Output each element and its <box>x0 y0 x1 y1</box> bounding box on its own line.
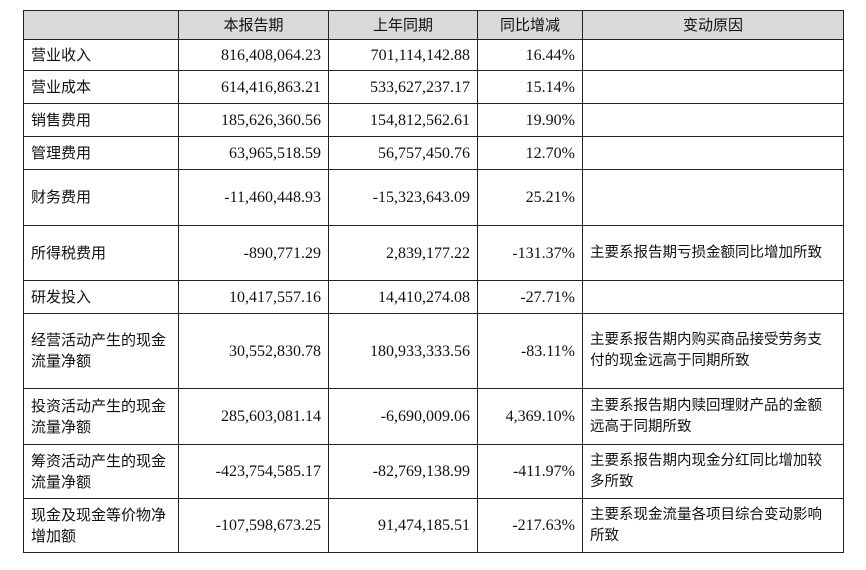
row-current: 10,417,557.16 <box>178 280 329 314</box>
row-current: 30,552,830.78 <box>178 313 329 389</box>
row-reason: 主要系报告期亏损金额同比增加所致 <box>582 225 844 281</box>
row-reason: 主要系报告期内购买商品接受劳务支付的现金远高于同期所致 <box>582 313 844 389</box>
row-reason <box>582 169 844 226</box>
row-name: 现金及现金等价物净增加额 <box>23 498 179 553</box>
row-reason: 主要系报告期内赎回理财产品的金额远高于同期所致 <box>582 388 844 445</box>
row-reason <box>582 103 844 137</box>
row-name: 经营活动产生的现金流量净额 <box>23 313 179 389</box>
table-row: 现金及现金等价物净增加额 -107,598,673.25 91,474,185.… <box>23 498 844 553</box>
row-name: 筹资活动产生的现金流量净额 <box>23 444 179 499</box>
row-previous: 180,933,333.56 <box>328 313 478 389</box>
row-previous: 154,812,562.61 <box>328 103 478 137</box>
row-current: -423,754,585.17 <box>178 444 329 499</box>
row-reason: 主要系现金流量各项目综合变动影响所致 <box>582 498 844 553</box>
table-row: 投资活动产生的现金流量净额 285,603,081.14 -6,690,009.… <box>23 388 844 445</box>
table-row: 管理费用 63,965,518.59 56,757,450.76 12.70% <box>23 136 844 170</box>
row-name: 投资活动产生的现金流量净额 <box>23 388 179 445</box>
row-previous: -6,690,009.06 <box>328 388 478 445</box>
financial-comparison-table: 本报告期 上年同期 同比增减 变动原因 营业收入 816,408,064.23 … <box>23 10 844 553</box>
row-change: 19.90% <box>477 103 583 137</box>
table-row: 财务费用 -11,460,448.93 -15,323,643.09 25.21… <box>23 169 844 226</box>
row-change: -217.63% <box>477 498 583 553</box>
header-change-reason: 变动原因 <box>582 10 844 40</box>
row-current: -890,771.29 <box>178 225 329 281</box>
row-name: 营业收入 <box>23 39 179 71</box>
header-yoy-change: 同比增减 <box>477 10 583 40</box>
row-change: 25.21% <box>477 169 583 226</box>
table-row: 销售费用 185,626,360.56 154,812,562.61 19.90… <box>23 103 844 137</box>
row-change: -411.97% <box>477 444 583 499</box>
row-previous: 2,839,177.22 <box>328 225 478 281</box>
row-change: -131.37% <box>477 225 583 281</box>
table-header-row: 本报告期 上年同期 同比增减 变动原因 <box>23 10 844 40</box>
row-previous: -82,769,138.99 <box>328 444 478 499</box>
row-current: 816,408,064.23 <box>178 39 329 71</box>
row-name: 财务费用 <box>23 169 179 226</box>
row-previous: 701,114,142.88 <box>328 39 478 71</box>
row-previous: 56,757,450.76 <box>328 136 478 170</box>
row-change: -27.71% <box>477 280 583 314</box>
row-name: 营业成本 <box>23 70 179 104</box>
row-reason <box>582 280 844 314</box>
row-current: 285,603,081.14 <box>178 388 329 445</box>
header-item <box>23 10 179 40</box>
header-previous-period: 上年同期 <box>328 10 478 40</box>
row-change: 12.70% <box>477 136 583 170</box>
row-name: 研发投入 <box>23 280 179 314</box>
row-previous: -15,323,643.09 <box>328 169 478 226</box>
row-previous: 91,474,185.51 <box>328 498 478 553</box>
row-previous: 533,627,237.17 <box>328 70 478 104</box>
row-name: 所得税费用 <box>23 225 179 281</box>
row-name: 销售费用 <box>23 103 179 137</box>
financial-table-container: 本报告期 上年同期 同比增减 变动原因 营业收入 816,408,064.23 … <box>23 10 844 553</box>
row-change: -83.11% <box>477 313 583 389</box>
header-current-period: 本报告期 <box>178 10 329 40</box>
row-reason: 主要系报告期内现金分红同比增加较多所致 <box>582 444 844 499</box>
table-row: 所得税费用 -890,771.29 2,839,177.22 -131.37% … <box>23 225 844 281</box>
row-current: 185,626,360.56 <box>178 103 329 137</box>
row-previous: 14,410,274.08 <box>328 280 478 314</box>
row-current: 63,965,518.59 <box>178 136 329 170</box>
table-row: 研发投入 10,417,557.16 14,410,274.08 -27.71% <box>23 280 844 314</box>
row-current: 614,416,863.21 <box>178 70 329 104</box>
row-current: -11,460,448.93 <box>178 169 329 226</box>
table-row: 营业收入 816,408,064.23 701,114,142.88 16.44… <box>23 39 844 71</box>
row-reason <box>582 70 844 104</box>
table-row: 营业成本 614,416,863.21 533,627,237.17 15.14… <box>23 70 844 104</box>
row-change: 15.14% <box>477 70 583 104</box>
row-change: 4,369.10% <box>477 388 583 445</box>
row-change: 16.44% <box>477 39 583 71</box>
row-current: -107,598,673.25 <box>178 498 329 553</box>
table-row: 筹资活动产生的现金流量净额 -423,754,585.17 -82,769,13… <box>23 444 844 499</box>
table-row: 经营活动产生的现金流量净额 30,552,830.78 180,933,333.… <box>23 313 844 389</box>
row-reason <box>582 136 844 170</box>
row-reason <box>582 39 844 71</box>
row-name: 管理费用 <box>23 136 179 170</box>
